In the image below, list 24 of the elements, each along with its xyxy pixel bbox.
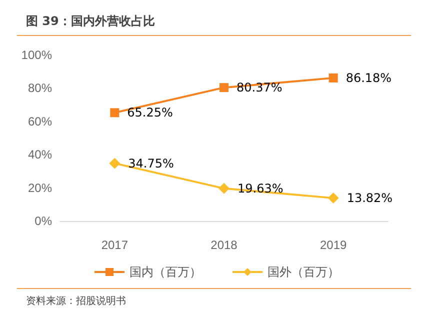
point [218, 182, 230, 194]
data-label: 80.37% [236, 80, 282, 95]
legend-label: 国外（百万） [268, 265, 340, 279]
y-tick-label: 20% [28, 180, 52, 195]
point [328, 192, 339, 204]
data-label: 65.25% [127, 106, 173, 120]
point [109, 158, 120, 169]
point [328, 73, 338, 82]
y-tick-label: 100% [21, 48, 52, 62]
y-tick-label: 0% [34, 214, 52, 228]
y-tick-label: 40% [28, 148, 52, 162]
data-label: 13.82% [346, 191, 393, 206]
chart-title: 图 39：国内外营收占比 [26, 13, 155, 30]
legend-label: 国内（百万） [130, 265, 202, 279]
x-tick-label: 2019 [320, 238, 348, 252]
point [110, 108, 120, 118]
x-tick-label: 2017 [101, 238, 128, 252]
point [220, 83, 228, 92]
data-label: 34.75% [128, 156, 174, 170]
data-label: 86.18% [346, 70, 392, 85]
text: 资料来源：招股说明书 [26, 294, 126, 308]
y-tick-label: 80% [28, 81, 52, 96]
y-tick-label: 60% [28, 114, 52, 128]
x-tick-label: 2018 [210, 238, 238, 252]
